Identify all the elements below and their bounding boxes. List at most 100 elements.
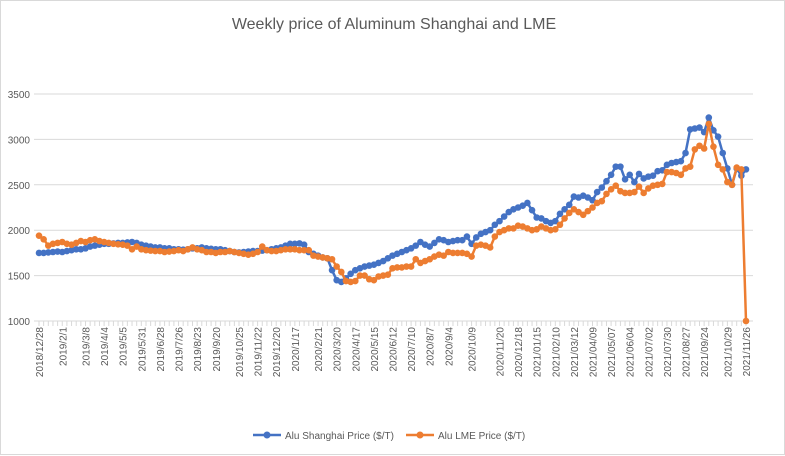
x-tick-label: 2021/09/24 [700,327,711,377]
x-tick-label: 2019/10/25 [235,327,246,377]
x-tick-label: 2021/08/27 [682,327,693,377]
y-tick-label: 1500 [8,272,31,283]
data-point [486,244,494,251]
series-shanghai [35,114,750,286]
x-tick-label: 2019/3/8 [82,327,93,366]
x-tick-label: 2019/9/20 [212,327,223,372]
data-point [454,236,461,244]
x-tick-label: 2019/5/5 [119,327,130,366]
chart-title: Weekly price of Aluminum Shanghai and LM… [232,16,556,33]
x-tick-label: 2019/11/22 [254,327,265,377]
data-point [305,246,313,254]
data-point [691,146,699,153]
y-tick-label: 3000 [8,135,31,146]
data-point [347,270,354,278]
data-point [696,124,703,131]
legend: Alu Shanghai Price ($/T) Alu LME Price (… [253,431,525,442]
data-point [528,206,536,214]
x-tick-label: 2019/8/23 [193,327,204,372]
data-point [463,233,471,240]
data-point [393,264,401,271]
data-point [551,225,559,233]
data-point [607,171,615,179]
data-point [658,180,666,188]
data-point [565,201,573,209]
x-tick-label: 2020/3/20 [333,327,344,372]
gridlines [34,93,753,322]
data-point [551,217,559,225]
data-point [565,209,573,217]
data-point [124,242,131,249]
data-point [361,272,368,279]
data-point [328,255,336,263]
data-point [700,145,708,152]
data-point [300,246,308,254]
x-tick-label: 2021/07/30 [663,327,674,377]
data-point [338,268,345,276]
data-point [584,207,592,215]
data-point [561,215,568,222]
legend-item-shanghai[interactable]: Alu Shanghai Price ($/T) [253,431,394,442]
data-point [589,204,596,211]
data-point [412,242,420,249]
data-point [449,249,457,257]
x-tick-label: 2021/05/07 [607,327,618,377]
data-point [612,163,620,170]
data-point [705,120,713,128]
x-tick-label: 2020/9/4 [444,327,455,366]
data-point [728,181,736,189]
y-axis: 1000 1500 2000 2500 3000 3500 [8,90,31,328]
data-point [710,143,717,150]
data-point [561,206,568,213]
data-point [631,178,638,186]
data-point [472,234,480,241]
data-point [682,149,689,157]
x-tick-label: 2021/04/09 [589,327,600,377]
data-point [356,272,364,279]
data-point [151,247,159,255]
data-point [412,255,420,263]
legend-item-lme[interactable]: Alu LME Price ($/T) [406,431,525,442]
x-tick-label: 2019/5/31 [137,327,148,372]
series-lme [35,120,750,325]
data-point [710,127,717,134]
y-tick-label: 2500 [8,181,31,192]
data-point [598,184,606,191]
data-point [440,252,447,259]
data-point [407,263,415,270]
data-point [296,246,303,254]
y-tick-label: 3500 [8,90,31,101]
data-point [505,225,513,232]
data-point [491,233,499,240]
data-point [738,166,745,173]
data-point [35,232,43,239]
data-point [431,239,438,247]
data-point [217,248,224,256]
data-point [607,186,615,193]
data-point [333,263,340,270]
data-point [598,197,606,205]
x-tick-label: 2019/7/26 [175,327,186,372]
data-point [579,211,587,219]
data-point [500,213,508,220]
x-tick-label: 2021/01/15 [533,327,544,377]
data-point [370,276,378,284]
data-point [742,166,750,173]
x-tick-label: 2020/1/17 [291,327,302,372]
data-point [203,248,210,256]
legend-marker-lme [416,431,424,439]
data-point [35,249,43,257]
data-point [524,199,531,207]
data-point [686,163,694,170]
data-point [603,190,610,198]
data-point [626,171,634,179]
series-group [35,114,750,325]
x-tick-label: 2019/6/28 [156,327,167,372]
data-point [612,182,620,190]
x-tick-label: 2021/07/02 [644,327,655,377]
data-point [300,241,308,249]
x-axis: 2018/12/28 2019/2/1 2019/3/8 2019/4/4 2019/5… [35,321,753,377]
data-point [254,248,261,256]
